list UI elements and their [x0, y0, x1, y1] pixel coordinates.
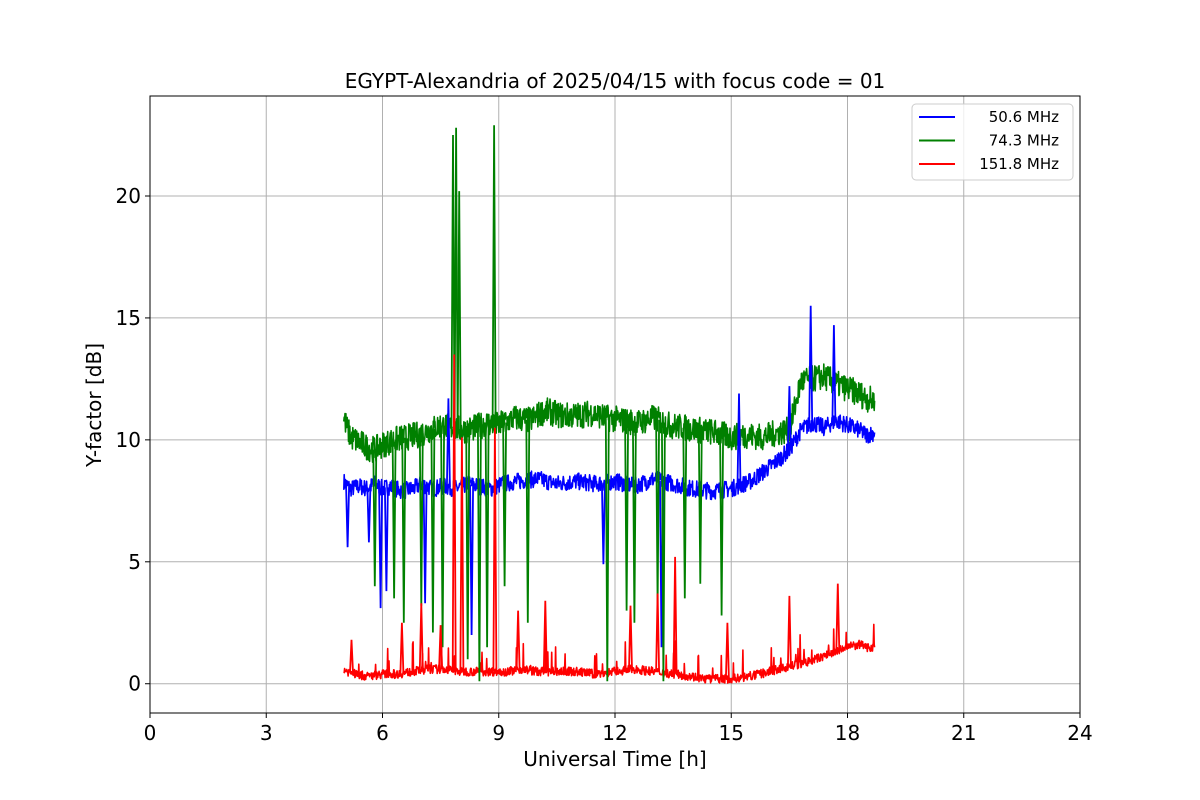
series-spike — [430, 428, 436, 633]
series-spike — [835, 583, 841, 651]
series-spike — [384, 487, 389, 592]
x-tick-label: 18 — [835, 721, 860, 745]
x-tick-label: 9 — [492, 721, 505, 745]
legend-box — [911, 103, 1074, 181]
series-spike — [604, 417, 610, 682]
series-spike — [345, 486, 350, 548]
series-spike — [525, 419, 531, 623]
series-spike — [446, 398, 451, 488]
series-spike — [399, 622, 405, 674]
y-axis-label: Y-factor [dB] — [82, 343, 106, 468]
y-tick-label: 0 — [128, 672, 141, 696]
series-spike — [624, 420, 629, 611]
x-tick-label: 3 — [260, 721, 273, 745]
series-spike — [438, 625, 443, 670]
plot-area — [343, 125, 876, 684]
legend-label: 151.8 MHz — [979, 155, 1059, 173]
x-axis-label: Universal Time [h] — [523, 747, 706, 771]
series-spike — [808, 305, 814, 425]
x-tick-label: 0 — [144, 721, 157, 745]
legend-label: 50.6 MHz — [989, 108, 1059, 126]
series-spike — [787, 386, 792, 450]
series-spike — [456, 191, 462, 430]
x-axis: 0 3 6 9 12 15 18 21 24 — [144, 713, 1093, 745]
series-layer — [343, 125, 876, 684]
series-spike — [440, 425, 445, 648]
y-tick-label: 15 — [116, 306, 141, 330]
series-spike — [418, 603, 424, 671]
series-spike — [661, 422, 666, 682]
y-axis: 0 5 10 15 20 — [116, 184, 150, 696]
series-spike — [601, 482, 606, 565]
series-spike — [632, 422, 637, 623]
x-tick-label: 12 — [602, 721, 627, 745]
series-spike — [465, 429, 471, 660]
series-spike — [697, 430, 703, 584]
series-spike — [719, 434, 724, 616]
legend: 50.6 MHz 74.3 MHz 151.8 MHz — [911, 103, 1074, 181]
series-spike — [682, 427, 688, 599]
x-tick-label: 21 — [951, 721, 976, 745]
series-spike — [672, 556, 678, 675]
chart-title: EGYPT-Alexandria of 2025/04/15 with focu… — [345, 69, 886, 93]
series-spike — [469, 484, 474, 636]
x-tick-label: 6 — [376, 721, 389, 745]
series-spike — [401, 437, 407, 623]
series-spike — [372, 449, 378, 587]
series-spike — [515, 610, 521, 670]
series-spike — [655, 593, 660, 673]
series-spike — [628, 605, 633, 670]
x-tick-label: 24 — [1067, 721, 1092, 745]
x-tick-label: 15 — [719, 721, 744, 745]
legend-label: 74.3 MHz — [989, 132, 1059, 150]
series-spike — [477, 425, 482, 682]
series-spike — [453, 127, 459, 429]
series-spike — [459, 437, 465, 672]
series-spike — [366, 487, 372, 543]
y-tick-label: 10 — [116, 428, 141, 452]
series-spike — [831, 325, 837, 422]
series-spike — [491, 125, 497, 425]
series-spike — [378, 487, 383, 609]
series-spike — [450, 134, 456, 428]
series-spike — [492, 427, 498, 672]
series-spike — [736, 393, 742, 486]
series-spike — [349, 639, 354, 673]
series-spike — [391, 439, 397, 599]
series-spike — [787, 595, 792, 667]
series-spike — [542, 600, 548, 672]
series-line — [343, 623, 876, 684]
series-spike — [422, 485, 428, 604]
y-tick-label: 20 — [116, 184, 141, 208]
series-spike — [451, 354, 457, 671]
series-spike — [502, 422, 507, 587]
series-spike — [484, 422, 490, 648]
series-spike — [725, 622, 730, 679]
y-tick-label: 5 — [128, 550, 141, 574]
